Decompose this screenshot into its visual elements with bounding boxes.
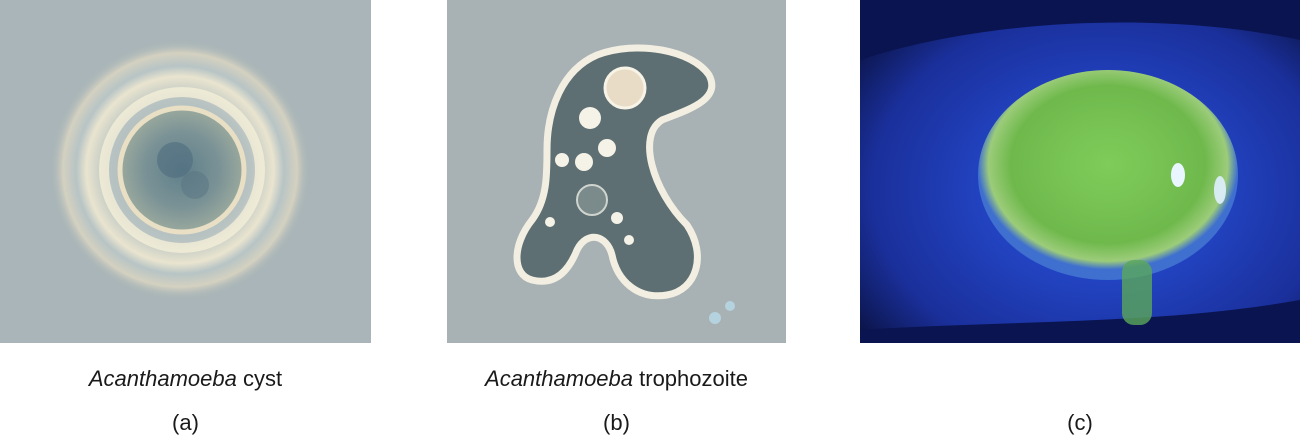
trophozoite-micrograph: [447, 0, 786, 343]
caption-genus: Acanthamoeba: [88, 366, 237, 391]
panel-label-b: (b): [603, 410, 630, 435]
caption-cyst: Acanthamoeba cyst: [0, 366, 371, 392]
caption-stage: cyst: [236, 366, 283, 391]
cyst-image: [0, 0, 371, 343]
panel-label-c: (c): [1067, 410, 1093, 435]
caption-trophozoite: Acanthamoeba trophozoite: [447, 366, 786, 392]
caption-stage: trophozoite: [633, 366, 748, 391]
trophozoite-image: [447, 0, 786, 343]
caption-genus: Acanthamoeba: [485, 366, 634, 391]
eye-image: [860, 0, 1300, 343]
panel-label-a: (a): [172, 410, 199, 435]
cyst-micrograph: [0, 0, 371, 343]
infected-eye-photo: [860, 0, 1300, 343]
